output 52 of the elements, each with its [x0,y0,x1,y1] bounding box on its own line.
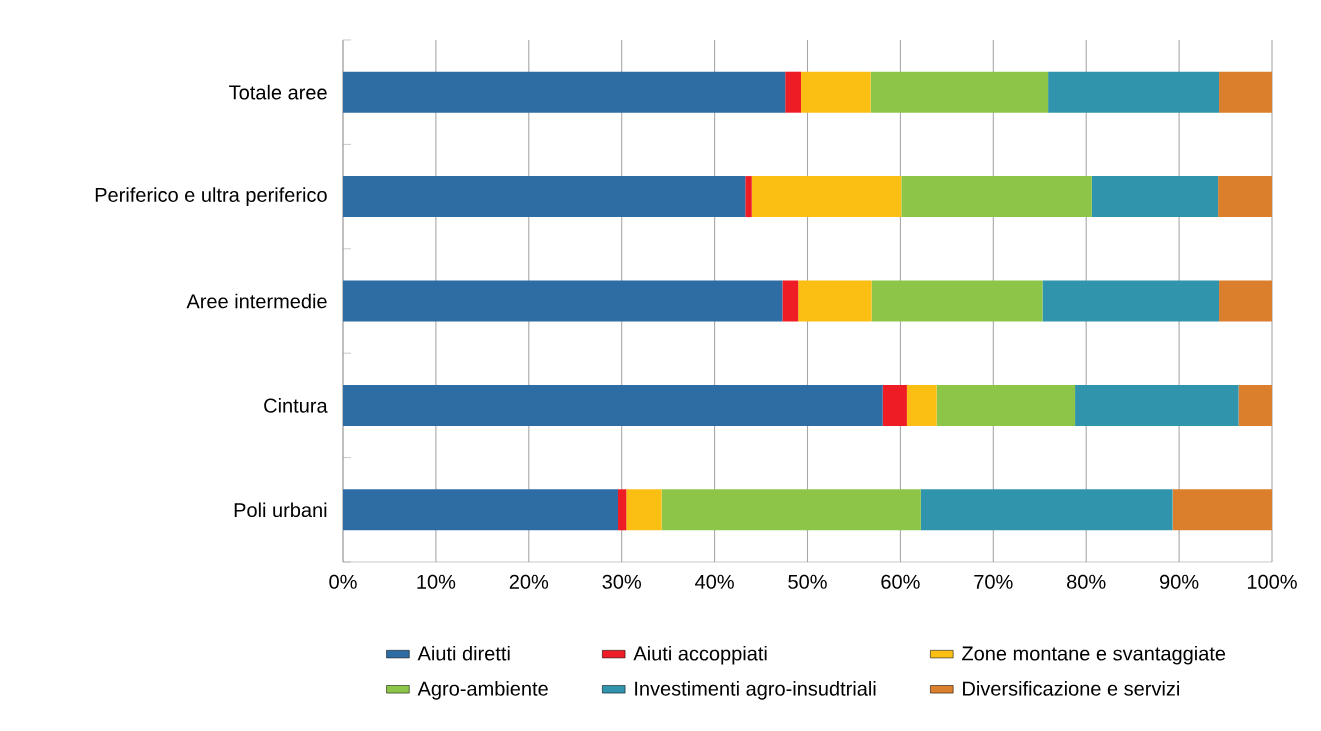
bar [751,176,902,218]
bar [343,384,883,426]
bar [901,176,1092,218]
x-tick-label: 50% [788,574,827,589]
bar [1091,176,1219,218]
x-tick-label: 20% [509,574,549,589]
x-tick-label: 90% [1160,574,1199,589]
bar [936,384,1076,426]
bar [782,280,799,322]
bar [870,71,1049,113]
bar [343,489,618,531]
bar [1042,280,1220,322]
legend-label: Aiuti accoppiati [633,645,767,665]
bar [1172,489,1272,531]
y-tick-label: Cintura [264,398,328,413]
x-tick-label: 40% [695,574,734,589]
y-tick-label: Poli urbani [234,502,327,518]
legend-label: Diversificazione e servizi [963,681,1179,696]
bar [920,489,1173,531]
bar [343,280,783,322]
legend-label: Agro-ambiente [417,681,548,700]
legend-label: Zone montane e svantaggiate [962,645,1226,665]
bar [343,71,786,113]
bar [1075,384,1239,426]
bar [798,280,872,322]
x-tick-label: 60% [881,574,920,589]
bar [1238,384,1272,426]
bar [801,71,871,113]
bar [661,489,921,531]
x-tick-label: 10% [417,574,456,589]
legend-label: Aiuti diretti [417,645,510,661]
x-tick-label: 80% [1067,574,1106,589]
bar [785,71,801,113]
bar [1048,71,1220,113]
bar [1219,280,1272,322]
bar [1218,176,1272,218]
y-tick-label: Aree intermedie [186,293,327,309]
bar [343,176,746,218]
bar [882,384,907,426]
bar [906,384,937,426]
bar [617,489,627,531]
bar [745,176,752,218]
legend-label: Investimenti agro-insudtriali [635,681,876,700]
y-tick-label: Periferico e ultra periferico [95,187,327,206]
x-tick-label: 30% [602,574,641,589]
bar [871,280,1043,322]
bar [626,489,662,531]
x-tick-label: 0% [329,574,357,589]
y-tick-label: Totale aree [229,84,327,100]
x-tick-label: 70% [974,574,1013,589]
bar [1219,71,1272,113]
x-tick-label: 100% [1247,574,1297,589]
